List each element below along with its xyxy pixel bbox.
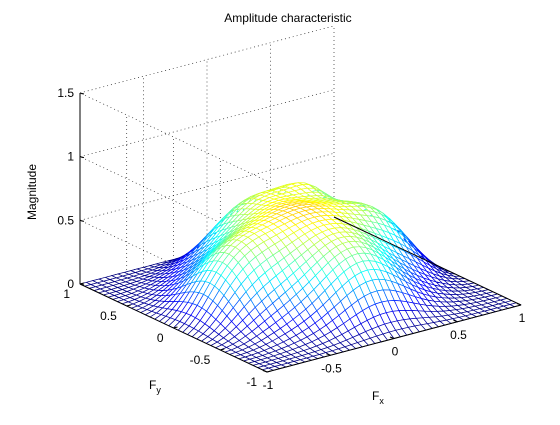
x-tick-label: -1 [263,378,274,392]
z-tick-label: 1.5 [57,86,74,100]
wall-grid-zl [79,220,268,309]
x-tick-mark [262,370,268,373]
z-tick-label: 1 [67,150,74,164]
wall-grid-z [79,89,335,157]
x-axis-label-sub: x [379,396,384,406]
y-axis-label-sub: y [156,385,161,395]
y-tick-label: 1 [63,287,70,301]
z-tick-mark [79,283,85,286]
x-tick-label: 0 [392,345,399,359]
z-tick-label: 0.5 [57,213,74,227]
x-axis-label-main: F [372,389,379,403]
y-axis-label-main: F [149,378,156,392]
x-tick-label: 1 [519,311,526,325]
y-tick-mark [220,348,225,351]
wall-grid-zl [79,92,268,182]
z-tick-mark [79,219,85,222]
y-tick-label: 0.5 [100,309,117,323]
x-tick-mark [516,303,522,306]
right-floor-edge [333,216,522,306]
wall-grid-zl [79,156,268,245]
z-tick-label: 0 [67,277,74,291]
x-axis-label: Fx [372,389,384,406]
y-tick-label: -0.5 [190,353,211,367]
y-tick-mark [266,370,272,373]
x-tick-label: 0.5 [450,328,467,342]
z-axis-label: Magnitude [25,164,39,220]
x-tick-mark [453,319,458,323]
x-tick-label: -0.5 [321,361,342,375]
surface-mesh [79,182,522,373]
z-tick-mark [79,92,85,95]
wall-grid-z [79,25,335,94]
x-tick-mark [389,336,395,339]
y-tick-label: 0 [157,331,164,345]
x-tick-mark [326,353,331,356]
chart-title: Amplitude characteristic [224,11,351,25]
y-tick-mark [173,326,178,329]
y-tick-mark [126,304,131,307]
z-tick-mark [79,156,85,159]
y-tick-label: -1 [246,375,257,389]
y-axis-label: Fy [149,378,161,395]
